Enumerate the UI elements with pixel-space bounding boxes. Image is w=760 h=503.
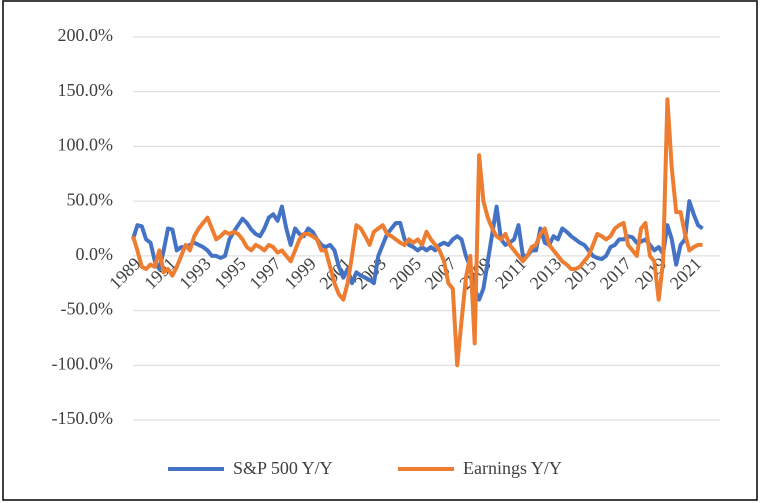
legend-label: S&P 500 Y/Y (233, 458, 333, 478)
y-tick-label: 0.0% (76, 244, 114, 264)
y-tick-label: -150.0% (52, 408, 114, 428)
y-tick-label: 150.0% (58, 80, 114, 100)
y-tick-label: -50.0% (61, 299, 114, 319)
y-tick-label: 100.0% (58, 135, 114, 155)
y-tick-label: -100.0% (52, 353, 114, 373)
legend-label: Earnings Y/Y (463, 458, 562, 478)
y-tick-label: 200.0% (58, 25, 114, 45)
series-line (131, 97, 703, 368)
series-line (131, 199, 704, 302)
y-tick-label: 50.0% (67, 189, 114, 209)
